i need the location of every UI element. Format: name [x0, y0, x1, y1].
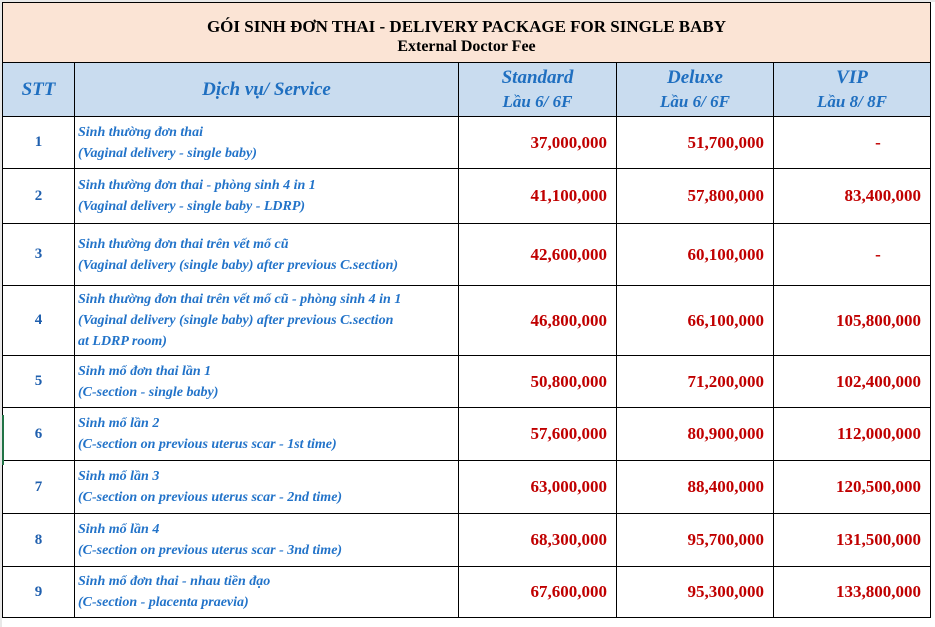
service-cell[interactable]: Sinh thường đơn thai - phòng sinh 4 in 1…: [74, 168, 459, 224]
row-selection-marker: [2, 415, 4, 465]
header-standard[interactable]: Standard Lầu 6/ 6F: [458, 62, 617, 117]
service-name-en: (Vaginal delivery (single baby) after pr…: [78, 257, 399, 273]
standard-price-cell[interactable]: 46,800,000: [458, 285, 617, 356]
service-cell[interactable]: Sinh mổ đơn thai lần 1 (C-section - singl…: [74, 355, 459, 408]
service-cell[interactable]: Sinh thường đơn thai trên vết mổ cũ (Vagi…: [74, 223, 459, 286]
service-name-vi: Sinh mổ đơn thai lần 1: [78, 363, 212, 379]
standard-price-cell[interactable]: 37,000,000: [458, 116, 617, 169]
service-cell[interactable]: Sinh mổ đơn thai - nhau tiền đạo (C-secti…: [74, 566, 459, 618]
stt-cell[interactable]: 3: [2, 223, 75, 286]
sheet-top-edge: [0, 0, 935, 2]
deluxe-price-cell[interactable]: 88,400,000: [616, 460, 774, 514]
table-row: 4 Sinh thường đơn thai trên vết mổ cũ - p…: [2, 285, 931, 356]
standard-price-cell[interactable]: 67,600,000: [458, 566, 617, 618]
header-stt[interactable]: STT: [2, 62, 75, 117]
stt-cell[interactable]: 5: [2, 355, 75, 408]
header-vip[interactable]: VIP Lầu 8/ 8F: [773, 62, 931, 117]
service-name-en: (Vaginal delivery - single baby): [78, 145, 257, 161]
title-cell[interactable]: GÓI SINH ĐƠN THAI - DELIVERY PACKAGE FOR…: [2, 2, 931, 63]
deluxe-price-cell[interactable]: 60,100,000: [616, 223, 774, 286]
header-deluxe[interactable]: Deluxe Lầu 6/ 6F: [616, 62, 774, 117]
table-row: 1 Sinh thường đơn thai (Vaginal delivery -…: [2, 116, 931, 169]
table-row: 5 Sinh mổ đơn thai lần 1 (C-section - sing…: [2, 355, 931, 408]
vip-price-cell[interactable]: 120,500,000: [773, 460, 931, 514]
deluxe-price-cell[interactable]: 80,900,000: [616, 407, 774, 461]
standard-price-cell[interactable]: 68,300,000: [458, 513, 617, 567]
service-name-vi: Sinh mổ đơn thai - nhau tiền đạo: [78, 574, 271, 589]
vip-price-cell[interactable]: 131,500,000: [773, 513, 931, 567]
standard-price-cell[interactable]: 42,600,000: [458, 223, 617, 286]
sheet-left-edge: [0, 0, 2, 627]
service-name-en: (Vaginal delivery - single baby - LDRP): [78, 199, 306, 214]
service-cell[interactable]: Sinh thường đơn thai (Vaginal delivery - …: [74, 116, 459, 169]
service-name-en: (Vaginal delivery (single baby) after pr…: [78, 313, 394, 328]
stt-cell[interactable]: 7: [2, 460, 75, 514]
deluxe-price-cell[interactable]: 95,300,000: [616, 566, 774, 618]
service-name-vi: Sinh mổ lần 2: [78, 416, 160, 431]
table-row: 2 Sinh thường đơn thai - phòng sinh 4 in …: [2, 168, 931, 224]
stt-cell[interactable]: 2: [2, 168, 75, 224]
deluxe-price-cell[interactable]: 51,700,000: [616, 116, 774, 169]
standard-price-cell[interactable]: 41,100,000: [458, 168, 617, 224]
deluxe-price-cell[interactable]: 71,200,000: [616, 355, 774, 408]
package-title: GÓI SINH ĐƠN THAI - DELIVERY PACKAGE FOR…: [206, 16, 727, 36]
standard-price-cell[interactable]: 63,000,000: [458, 460, 617, 514]
standard-price-cell[interactable]: 57,600,000: [458, 407, 617, 461]
service-cell[interactable]: Sinh mổ lần 3 (C-section on previous uter…: [74, 460, 459, 514]
header-service[interactable]: Dịch vụ/ Service: [74, 62, 459, 117]
vip-price-cell[interactable]: -: [773, 223, 931, 286]
service-name-en: (C-section on previous uterus scar - 3nd…: [78, 543, 343, 558]
price-sheet: GÓI SINH ĐƠN THAI - DELIVERY PACKAGE FOR…: [2, 2, 931, 618]
title-row: GÓI SINH ĐƠN THAI - DELIVERY PACKAGE FOR…: [2, 2, 931, 63]
service-name-en: (C-section on previous uterus scar - 2nd…: [78, 490, 343, 505]
service-name-vi: Sinh mổ lần 3: [78, 469, 160, 484]
service-name-en: (C-section on previous uterus scar - 1st…: [78, 437, 337, 452]
table-row: 9 Sinh mổ đơn thai - nhau tiền đạo (C-sect…: [2, 566, 931, 618]
header-row: STT Dịch vụ/ Service Standard Lầu 6/ 6F …: [2, 62, 931, 117]
table-row: 7 Sinh mổ lần 3 (C-section on previous ute…: [2, 460, 931, 514]
vip-price-cell[interactable]: 83,400,000: [773, 168, 931, 224]
service-name-vi: Sinh thường đơn thai trên vết mổ cũ - ph…: [78, 292, 402, 307]
standard-price-cell[interactable]: 50,800,000: [458, 355, 617, 408]
stt-cell[interactable]: 4: [2, 285, 75, 356]
vip-price-cell[interactable]: 102,400,000: [773, 355, 931, 408]
stt-cell[interactable]: 6: [2, 407, 75, 461]
table-row: 8 Sinh mổ lần 4 (C-section on previous ute…: [2, 513, 931, 567]
vip-price-cell[interactable]: 133,800,000: [773, 566, 931, 618]
fee-subtitle: External Doctor Fee: [397, 37, 536, 55]
vip-price-cell[interactable]: 105,800,000: [773, 285, 931, 356]
service-cell[interactable]: Sinh mổ lần 4 (C-section on previous uter…: [74, 513, 459, 567]
vip-price-cell[interactable]: 112,000,000: [773, 407, 931, 461]
table-row: 6 Sinh mổ lần 2 (C-section on previous ute…: [2, 407, 931, 461]
price-table: GÓI SINH ĐƠN THAI - DELIVERY PACKAGE FOR…: [2, 2, 931, 618]
stt-cell[interactable]: 9: [2, 566, 75, 618]
deluxe-price-cell[interactable]: 66,100,000: [616, 285, 774, 356]
stt-cell[interactable]: 8: [2, 513, 75, 567]
service-name-vi: Sinh thường đơn thai trên vết mổ cũ: [78, 236, 289, 252]
table-row: 3 Sinh thường đơn thai trên vết mổ cũ (Vag…: [2, 223, 931, 286]
service-cell[interactable]: Sinh thường đơn thai trên vết mổ cũ - ph…: [74, 285, 459, 356]
service-name-en-cont: at LDRP room): [78, 334, 167, 349]
stt-cell[interactable]: 1: [2, 116, 75, 169]
service-name-vi: Sinh thường đơn thai: [78, 124, 203, 140]
vip-price-cell[interactable]: -: [773, 116, 931, 169]
deluxe-price-cell[interactable]: 95,700,000: [616, 513, 774, 567]
service-name-en: (C-section - single baby): [78, 384, 219, 400]
service-name-vi: Sinh thường đơn thai - phòng sinh 4 in 1: [78, 178, 316, 193]
deluxe-price-cell[interactable]: 57,800,000: [616, 168, 774, 224]
service-name-vi: Sinh mổ lần 4: [78, 522, 160, 537]
service-name-en: (C-section - placenta praevia): [78, 595, 249, 610]
service-cell[interactable]: Sinh mổ lần 2 (C-section on previous uter…: [74, 407, 459, 461]
